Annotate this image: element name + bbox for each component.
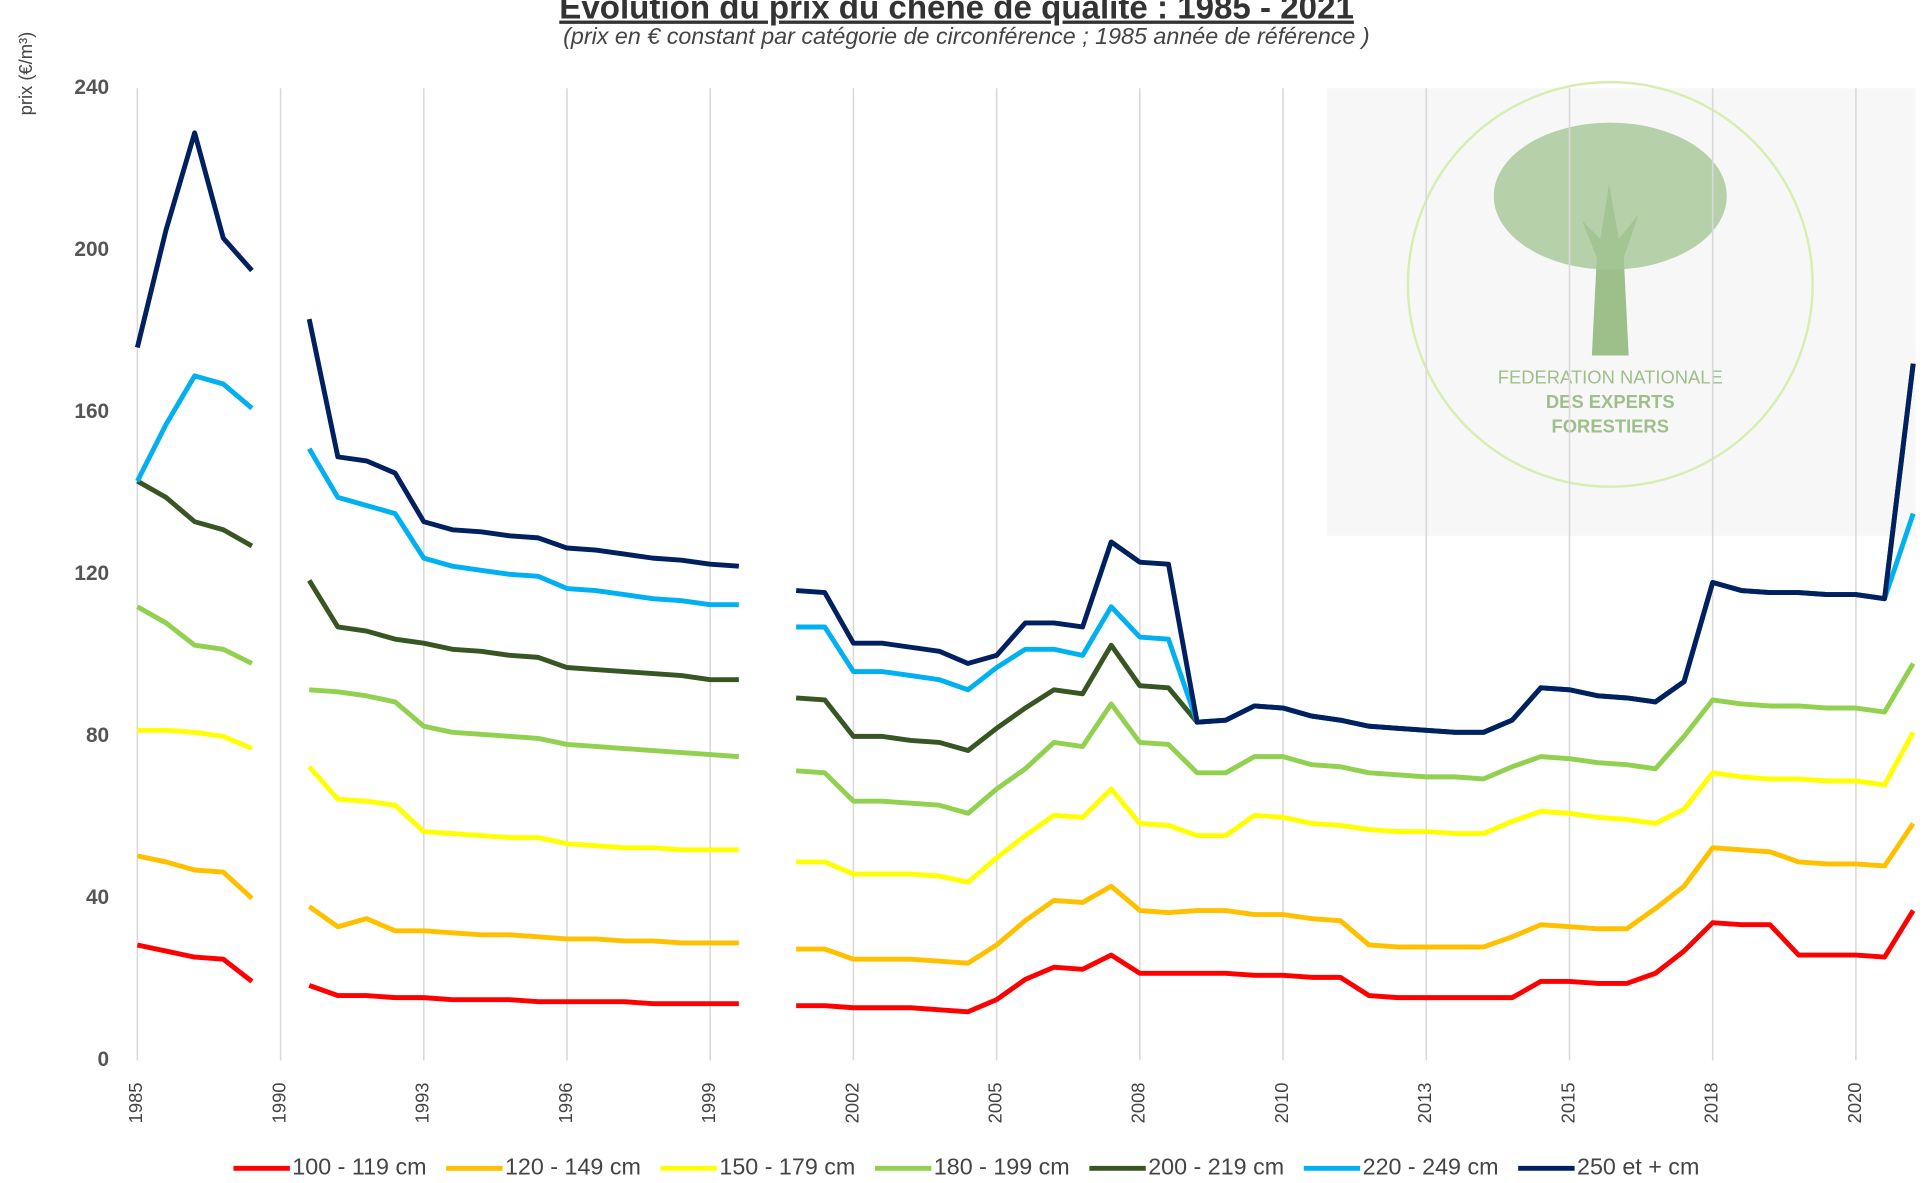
legend-label: 150 - 179 cm [719,1153,855,1179]
y-tick-label: 200 [74,238,109,261]
x-tick-label: 1996 [555,1082,576,1123]
y-tick-label: 120 [74,562,109,585]
logo-text: FEDERATION NATIONALE [1498,367,1723,388]
chart-subtitle: (prix en € constant par catégorie de cir… [563,23,1369,49]
x-tick-label: 2010 [1271,1082,1292,1123]
legend-item: 100 - 119 cm [233,1153,426,1179]
x-tick-label: 2015 [1557,1082,1578,1123]
x-tick-label: 1999 [698,1082,719,1123]
x-tick-label: 2008 [1128,1082,1149,1123]
legend-item: 200 - 219 cm [1089,1153,1284,1179]
logo-crown [1494,123,1727,270]
y-axis-title: prix (€/m³) [15,32,36,116]
legend-label: 250 et + cm [1577,1153,1699,1179]
x-tick-label: 2013 [1414,1082,1435,1123]
x-tick-label: 2005 [984,1082,1005,1123]
x-tick-label: 1985 [125,1082,146,1123]
y-tick-label: 40 [86,886,109,909]
x-tick-label: 2020 [1844,1082,1865,1123]
logo [1327,82,1916,536]
y-tick-label: 0 [98,1048,110,1071]
legend-item: 150 - 179 cm [661,1153,856,1179]
y-tick-label: 160 [74,400,109,423]
x-tick-label: 2018 [1701,1082,1722,1123]
chart: Evolution du prix du chêne de qualité : … [0,0,1923,1183]
series-line [137,823,1913,963]
logo-text: DES EXPERTS [1546,391,1675,412]
legend-item: 180 - 199 cm [875,1153,1070,1179]
x-tick-label: 1993 [412,1082,433,1123]
x-tick-label: 1990 [268,1082,289,1123]
series-line [137,911,1913,1012]
series-line [137,730,1913,882]
legend-label: 200 - 219 cm [1148,1153,1284,1179]
legend-label: 120 - 149 cm [505,1153,641,1179]
x-tick-label: 2002 [841,1082,862,1123]
y-tick-label: 80 [86,724,109,747]
legend-item: 250 et + cm [1518,1153,1699,1179]
legend-label: 180 - 199 cm [934,1153,1070,1179]
page: {"chart_data": { "type": "line", "title"… [0,0,1923,1183]
legend-item: 220 - 249 cm [1304,1153,1499,1179]
legend-label: 100 - 119 cm [292,1153,426,1179]
legend-item: 120 - 149 cm [446,1153,641,1179]
y-tick-label: 240 [74,76,109,99]
legend-label: 220 - 249 cm [1363,1153,1499,1179]
